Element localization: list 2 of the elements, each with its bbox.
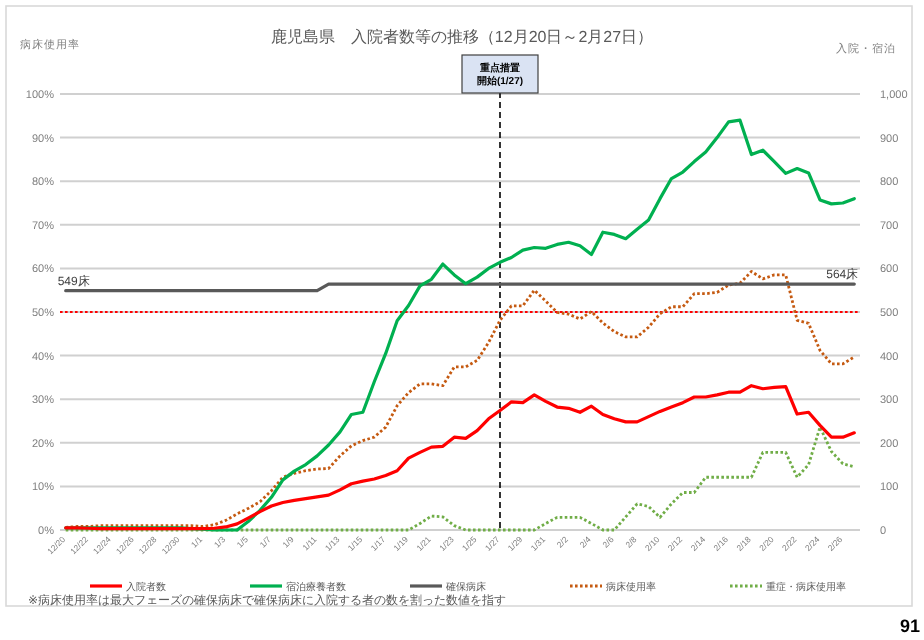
chart-title: 鹿児島県 入院者数等の推移（12月20日～2月27日）: [270, 28, 654, 46]
text: 91: [899, 616, 920, 636]
